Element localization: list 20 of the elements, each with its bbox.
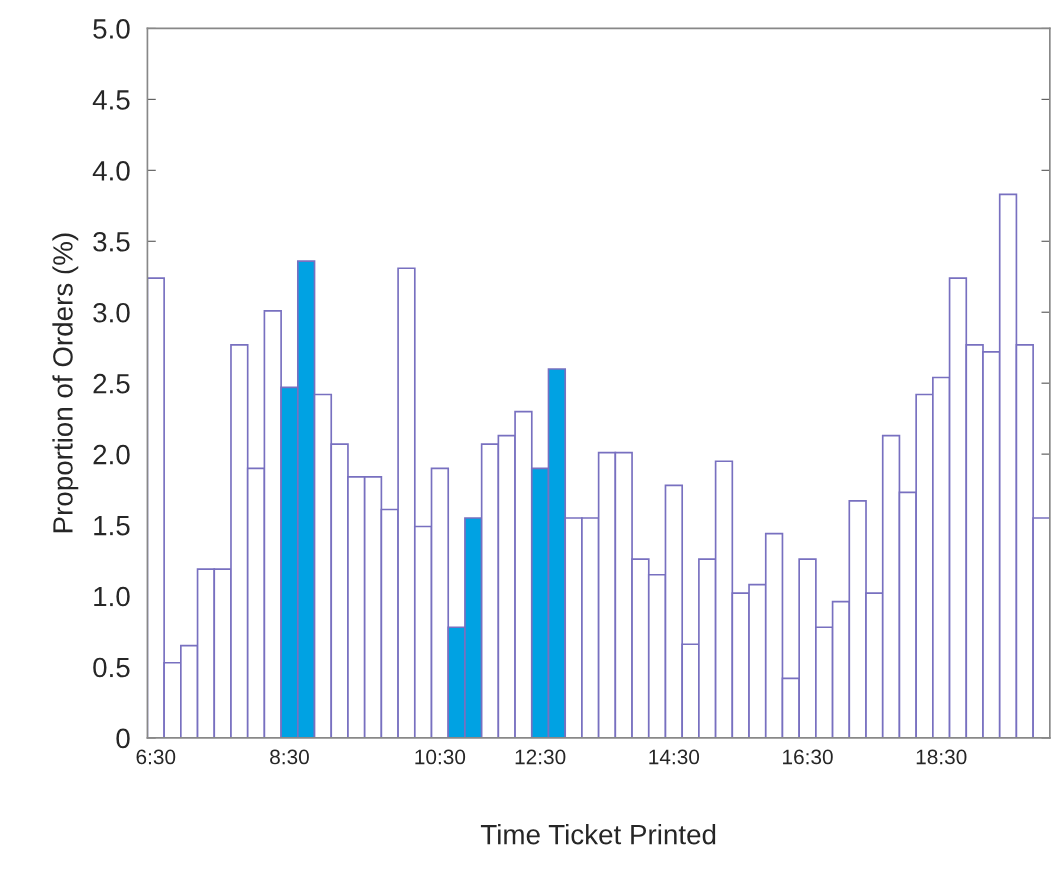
x-tick-label: 8:30 (270, 749, 309, 765)
y-axis-title: Proportion of Orders (%) (52, 233, 79, 533)
y-tick-label: 3.0 (93, 302, 130, 323)
x-tick-label: 18:30 (916, 749, 967, 765)
x-tick-label: 10:30 (415, 749, 466, 765)
y-tick-label: 4.5 (92, 90, 130, 110)
y-tick-label: 4.0 (92, 160, 130, 181)
x-tick-label: 14:30 (649, 749, 700, 765)
y-tick-label: 0 (116, 728, 130, 749)
x-tick-label: 12:30 (515, 749, 566, 765)
x-tick-label: 16:30 (783, 749, 833, 765)
x-tick-label: 6:30 (136, 749, 176, 765)
y-tick-label: 0.5 (93, 657, 130, 678)
y-tick-label: 5.0 (93, 19, 130, 39)
y-tick-label: 2.0 (93, 444, 130, 465)
y-tick-label: 1.5 (94, 516, 130, 536)
y-tick-label: 3.5 (93, 231, 130, 252)
y-tick-label: 1.0 (94, 586, 130, 607)
y-tick-label: 2.5 (93, 373, 130, 394)
x-axis-title: Time Ticket Printed (480, 824, 716, 845)
